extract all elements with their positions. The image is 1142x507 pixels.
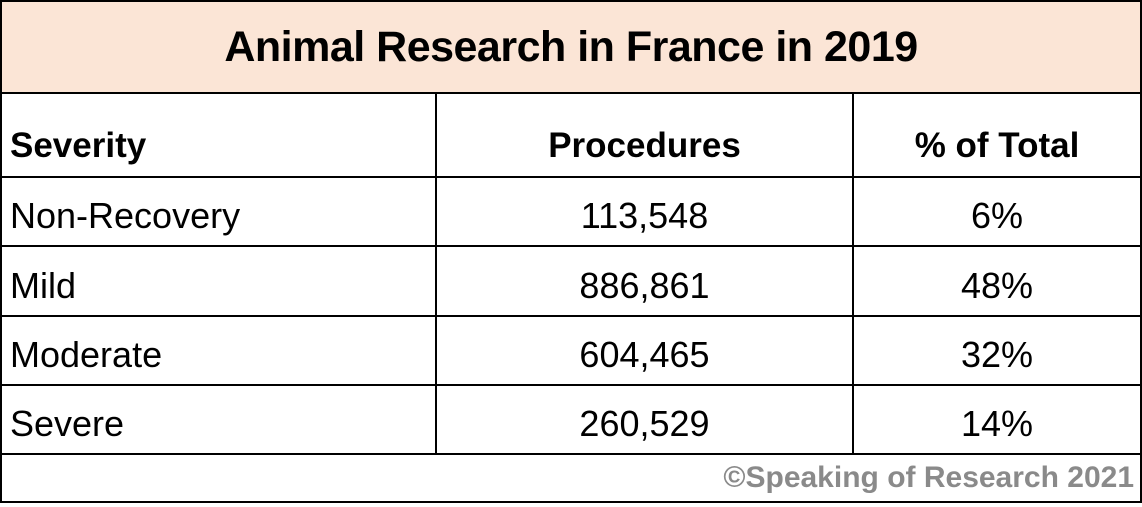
copyright-attribution: ©Speaking of Research 2021 — [723, 461, 1134, 494]
table-row-severity-cell: Severe — [2, 385, 437, 455]
table-row-percent-cell: 32% — [854, 317, 1140, 386]
table-grid: Severity Procedures % of Total Non-Recov… — [2, 94, 1140, 455]
table-row-procedures-cell: 113,548 — [437, 178, 854, 248]
table-row-percent-cell: 14% — [854, 386, 1140, 455]
table-row-percent-cell: 6% — [854, 178, 1140, 248]
table-row-severity-cell: Moderate — [2, 316, 437, 386]
table-row-severity-cell: Mild — [2, 247, 437, 317]
column-header-severity: Severity — [2, 94, 437, 178]
table-row-percent-cell: 48% — [854, 247, 1140, 317]
table-title: Animal Research in France in 2019 — [2, 2, 1140, 94]
table-row-procedures-cell: 260,529 — [437, 385, 854, 455]
table-row-procedures-cell: 886,861 — [437, 247, 854, 317]
table-row-procedures-cell: 604,465 — [437, 316, 854, 386]
table-row-severity-cell: Non-Recovery — [2, 178, 437, 248]
column-header-procedures: Procedures — [437, 94, 854, 178]
column-header-percent-of-total: % of Total — [854, 94, 1140, 178]
